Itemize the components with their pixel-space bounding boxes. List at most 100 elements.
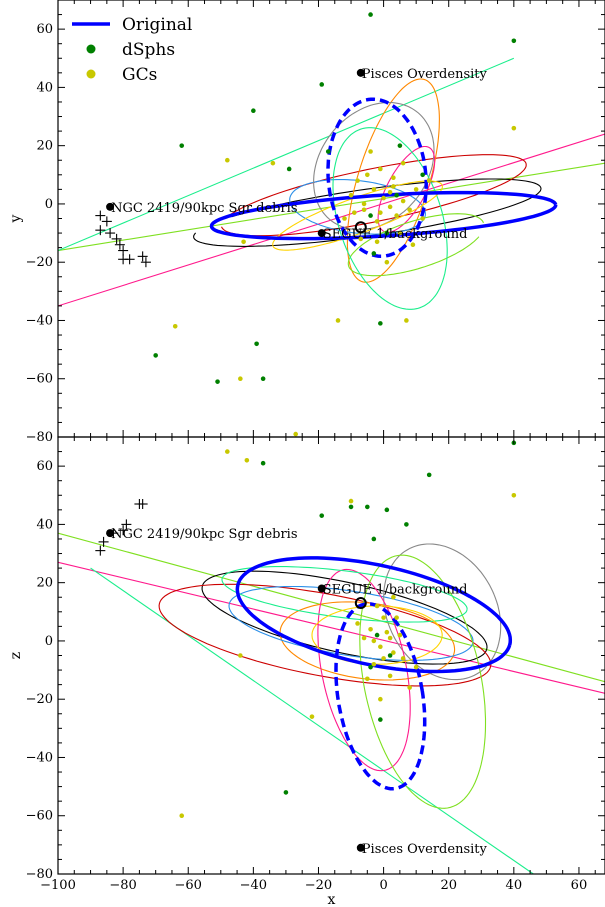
- gc-point: [387, 189, 393, 195]
- dsph-point: [384, 507, 390, 513]
- gc-point: [381, 195, 386, 201]
- gc-point: [348, 192, 354, 198]
- gc-point: [270, 160, 276, 166]
- object-ring-marker: [354, 221, 367, 234]
- orbit-line: [289, 178, 426, 235]
- gc-point: [374, 603, 380, 609]
- dsph-point: [286, 166, 292, 172]
- legend-label: Original: [122, 15, 192, 35]
- x-tick-label: 20: [440, 878, 457, 893]
- y-axis-label: y: [8, 214, 24, 223]
- dsph-point: [348, 504, 354, 510]
- orbit-line: [313, 101, 435, 231]
- y-tick-label: 20: [36, 139, 53, 154]
- dsph-point: [365, 504, 370, 510]
- gc-point: [381, 615, 386, 620]
- gc-point: [378, 210, 383, 215]
- x-tick-label: 60: [571, 878, 588, 893]
- gc-point: [381, 656, 386, 661]
- original-orbit: [209, 190, 558, 241]
- object-marker: [106, 529, 115, 538]
- gc-point: [355, 621, 360, 626]
- gc-point: [179, 813, 185, 819]
- dsph-point: [368, 12, 373, 17]
- cross-marker: [124, 254, 135, 265]
- gc-point: [368, 149, 373, 154]
- dsph-point: [404, 522, 409, 527]
- cross-marker: [137, 499, 148, 510]
- gc-point: [394, 213, 399, 218]
- y-tick-label: −40: [26, 313, 53, 328]
- gc-point: [420, 216, 425, 221]
- legend: Original dSphs GCs: [72, 15, 192, 85]
- orbit-trail: [58, 561, 605, 694]
- orbit-line: [383, 543, 502, 681]
- gc-point: [391, 650, 396, 655]
- object-marker: [106, 202, 115, 211]
- gc-point: [348, 498, 354, 504]
- gc-point: [355, 178, 360, 183]
- gc-point: [309, 714, 315, 719]
- x-axis-label: x: [328, 892, 336, 907]
- gc-point: [335, 318, 341, 323]
- x-tick-label: −80: [109, 878, 136, 893]
- gc-point: [238, 653, 243, 658]
- annotation-label: NGC 2419/90kpc Sgr debris: [111, 527, 297, 542]
- gc-point: [404, 318, 409, 323]
- y-tick-label: −80: [26, 430, 53, 445]
- gc-point: [391, 594, 396, 600]
- gc-point: [365, 676, 370, 682]
- gc-point: [407, 207, 412, 213]
- object-marker: [317, 229, 326, 238]
- orbit-line: [228, 585, 474, 661]
- cross-marker: [114, 239, 125, 250]
- gc-point: [384, 259, 390, 265]
- y-tick-label: 40: [36, 80, 53, 95]
- gc-point: [358, 236, 364, 242]
- gc-point: [400, 656, 406, 661]
- x-tick-label: 40: [506, 878, 523, 893]
- dsph-point: [179, 143, 185, 148]
- y-tick-label: −80: [26, 867, 53, 882]
- y-axis-label: z: [8, 652, 24, 659]
- orbit-line: [347, 213, 484, 277]
- gc-point: [244, 458, 250, 463]
- dsph-point: [397, 143, 403, 148]
- orbit-line: [359, 554, 487, 809]
- gc-point: [378, 696, 383, 702]
- orbit-line: [193, 178, 542, 247]
- gc-point: [371, 638, 377, 644]
- orbit-trail: [58, 57, 515, 252]
- orbit-line: [332, 127, 448, 310]
- annotation-label: Pisces Overdensity: [362, 67, 488, 82]
- gc-point: [391, 184, 396, 189]
- plot-area-top: Pisces Overdensity NGC 2419/90kpc Sgr deb…: [58, 12, 605, 437]
- cross-marker: [95, 545, 106, 556]
- gc-point: [378, 166, 383, 172]
- gc-point: [238, 376, 243, 382]
- y-tick-label: 60: [36, 459, 53, 474]
- gc-point: [368, 626, 373, 632]
- x-tick-label: −20: [305, 878, 332, 893]
- gc-point: [394, 615, 399, 620]
- dsph-point: [368, 213, 373, 218]
- annotation-label: SEGUE 1/background: [323, 227, 468, 242]
- orbit-trail: [90, 567, 534, 874]
- gc-point: [407, 685, 412, 690]
- dsph-point: [426, 472, 432, 478]
- dsph-point: [378, 717, 383, 722]
- dsph-point: [371, 251, 377, 256]
- orbit-trail: [58, 133, 605, 307]
- gc-point: [225, 449, 230, 454]
- dsph-point: [260, 376, 266, 382]
- dsph-point: [319, 82, 325, 87]
- orbit-line: [377, 145, 436, 233]
- dsph-point: [378, 321, 383, 326]
- gc-point: [365, 172, 370, 178]
- panel-bottom: NGC 2419/90kpc Sgr debris SEGUE 1/backgro…: [8, 436, 605, 907]
- gc-point: [400, 198, 406, 204]
- dsph-point: [254, 341, 259, 347]
- orbit-line: [346, 78, 440, 283]
- dsph-point: [511, 38, 517, 44]
